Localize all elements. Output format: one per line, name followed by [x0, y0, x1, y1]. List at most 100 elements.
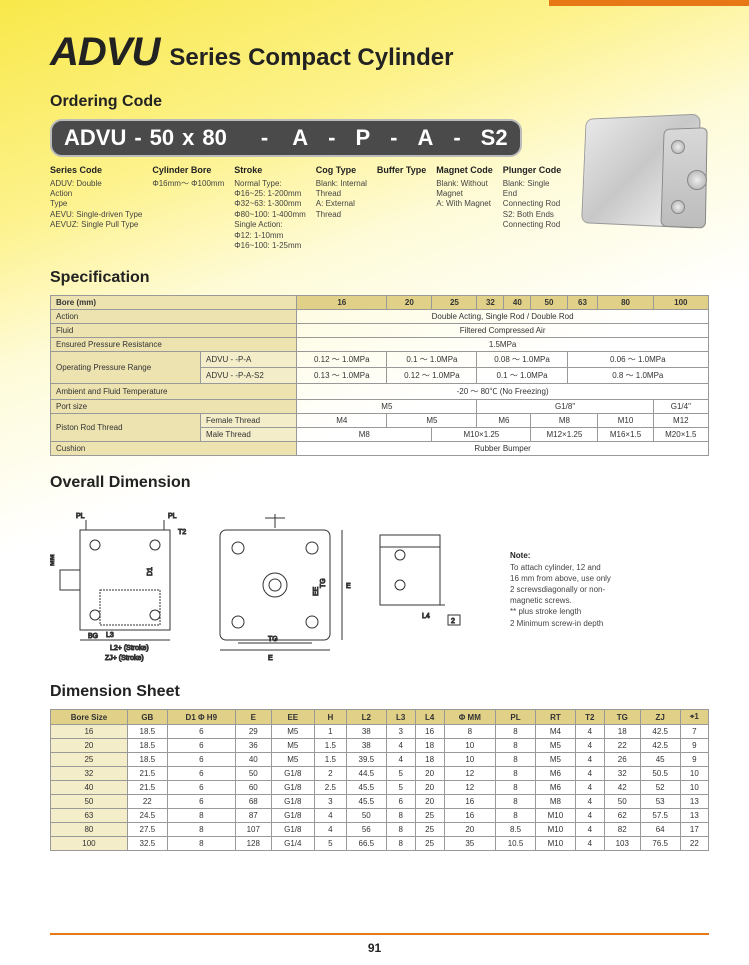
legend-h: Plunger Code: [503, 165, 562, 177]
dim-cell: 2.5: [314, 781, 346, 795]
code-row: ADVU - 50 x 80 - A - P - A: [50, 119, 709, 157]
dim-cell: 4: [575, 739, 604, 753]
dim-cell: 42.5: [640, 725, 680, 739]
dim-cell: M10: [535, 809, 575, 823]
dim-cell: 128: [235, 837, 271, 851]
legend-line: S2: Both Ends: [503, 210, 562, 220]
legend-line: Normal Type:: [234, 179, 306, 189]
dim-cell: 27.5: [127, 823, 167, 837]
legend-line: Φ12: 1-10mm: [234, 231, 306, 241]
dim-cell: 18.5: [127, 739, 167, 753]
dim-cell: 9: [680, 739, 708, 753]
spec-col: 20: [387, 296, 432, 310]
dim-cell: 8: [386, 809, 415, 823]
dim-cell: 7: [680, 725, 708, 739]
section-dimsheet-heading: Dimension Sheet: [50, 683, 709, 701]
spec-val: M20×1.5: [653, 428, 708, 442]
dim-cell: 12: [444, 767, 495, 781]
note-line: To attach cylinder, 12 and: [510, 562, 690, 573]
dim-cell: 32.5: [127, 837, 167, 851]
spec-val: 0.12 ～ 1.0MPa: [387, 368, 477, 384]
dim-cell: 8: [167, 823, 235, 837]
dim-cell: 45: [640, 753, 680, 767]
legend-bore: Cylinder Bore Φ16mm～ Φ100mm: [152, 165, 224, 251]
dim-cell: 13: [680, 809, 708, 823]
dim-cell: 22: [680, 837, 708, 851]
dim-cell: 66.5: [346, 837, 386, 851]
table-row: 2518.5640M51.539.5418108M5426459: [51, 753, 709, 767]
table-row: 6324.5887G1/8450825168M1046257.513: [51, 809, 709, 823]
code-p5: P: [355, 125, 370, 151]
dim-cell: 8: [167, 837, 235, 851]
dim-cell: 45.5: [346, 781, 386, 795]
dim-cell: 10.5: [496, 837, 536, 851]
code-p1: ADVU: [64, 125, 126, 151]
table-row: Action Double Acting, Single Rod / Doubl…: [51, 310, 709, 324]
dim-cell: 6: [386, 795, 415, 809]
dim-cell: 3: [386, 725, 415, 739]
note-line: 2 screwsdiagonally or non-: [510, 584, 690, 595]
table-row: Port size M5 G1/8" G1/4": [51, 400, 709, 414]
dim-col-header: Bore Size: [51, 710, 128, 725]
dim-cell: 17: [680, 823, 708, 837]
dim-cell: 25: [51, 753, 128, 767]
dim-cell: 4: [314, 809, 346, 823]
spec-val: Rubber Bumper: [297, 442, 709, 456]
legend-line: End: [503, 189, 562, 199]
legend-line: Magnet: [436, 189, 493, 199]
dim-cell: 39.5: [346, 753, 386, 767]
dim-cell: 50: [235, 767, 271, 781]
spec-bore-header: Bore (mm): [51, 296, 297, 310]
spec-label: Cushion: [51, 442, 297, 456]
dim-cell: 1: [314, 725, 346, 739]
legend-line: Blank: Internal: [316, 179, 367, 189]
title-sub: Series Compact Cylinder: [169, 44, 453, 72]
dim-cell: 80: [51, 823, 128, 837]
spec-val: 0.1 ～ 1.0MPa: [477, 368, 567, 384]
dim-cell: 6: [167, 725, 235, 739]
dim-cell: 4: [575, 781, 604, 795]
legend-stroke: Stroke Normal Type: Φ16~25: 1-200mm Φ32~…: [234, 165, 306, 251]
dim-col-header: PL: [496, 710, 536, 725]
code-d: -: [390, 125, 397, 151]
dim-cell: M10: [535, 837, 575, 851]
dim-cell: 29: [235, 725, 271, 739]
svg-text:PL: PL: [76, 513, 85, 520]
code-p2: 50: [150, 125, 174, 151]
dim-cell: 13: [680, 795, 708, 809]
table-row: 8027.58107G1/8456825208.5M104826417: [51, 823, 709, 837]
svg-text:PL: PL: [168, 513, 177, 520]
dim-cell: 64: [640, 823, 680, 837]
spec-col: 25: [432, 296, 477, 310]
ordering-code-block: ADVU - 50 x 80 - A - P - A: [50, 119, 522, 157]
table-row: Piston Rod Thread Female Thread M4 M5 M6…: [51, 414, 709, 428]
spec-label: Ensured Pressure Resistance: [51, 338, 297, 352]
dim-col-header: ⌖1: [680, 710, 708, 725]
legend-line: Blank: Single: [503, 179, 562, 189]
dim-cell: 100: [51, 837, 128, 851]
spec-sublabel: Female Thread: [201, 414, 297, 428]
bottom-orange-line: [50, 933, 709, 935]
dim-cell: 1.5: [314, 739, 346, 753]
dim-cell: 60: [235, 781, 271, 795]
dim-cell: 18: [415, 739, 444, 753]
spec-val: Double Acting, Single Rod / Double Rod: [297, 310, 709, 324]
title-main: ADVU: [50, 30, 159, 75]
dim-col-header: L3: [386, 710, 415, 725]
dim-cell: 18.5: [127, 753, 167, 767]
svg-text:E: E: [346, 583, 351, 590]
dim-cell: 12: [444, 781, 495, 795]
diagram-area: PL PL T2 L2+ (Stroke) ZJ+ (Stroke) BG L3…: [50, 500, 709, 665]
dim-cell: 5: [386, 781, 415, 795]
dim-cell: 8: [496, 739, 536, 753]
spec-val: 0.1 ～ 1.0MPa: [387, 352, 477, 368]
dim-cell: 24.5: [127, 809, 167, 823]
dim-cell: M5: [271, 725, 314, 739]
dim-cell: 4: [575, 725, 604, 739]
spec-col: 50: [531, 296, 567, 310]
dim-cell: 16: [415, 725, 444, 739]
dim-cell: 87: [235, 809, 271, 823]
legend-line: Thread: [316, 210, 367, 220]
spec-col: 16: [297, 296, 387, 310]
spec-val: M12: [653, 414, 708, 428]
